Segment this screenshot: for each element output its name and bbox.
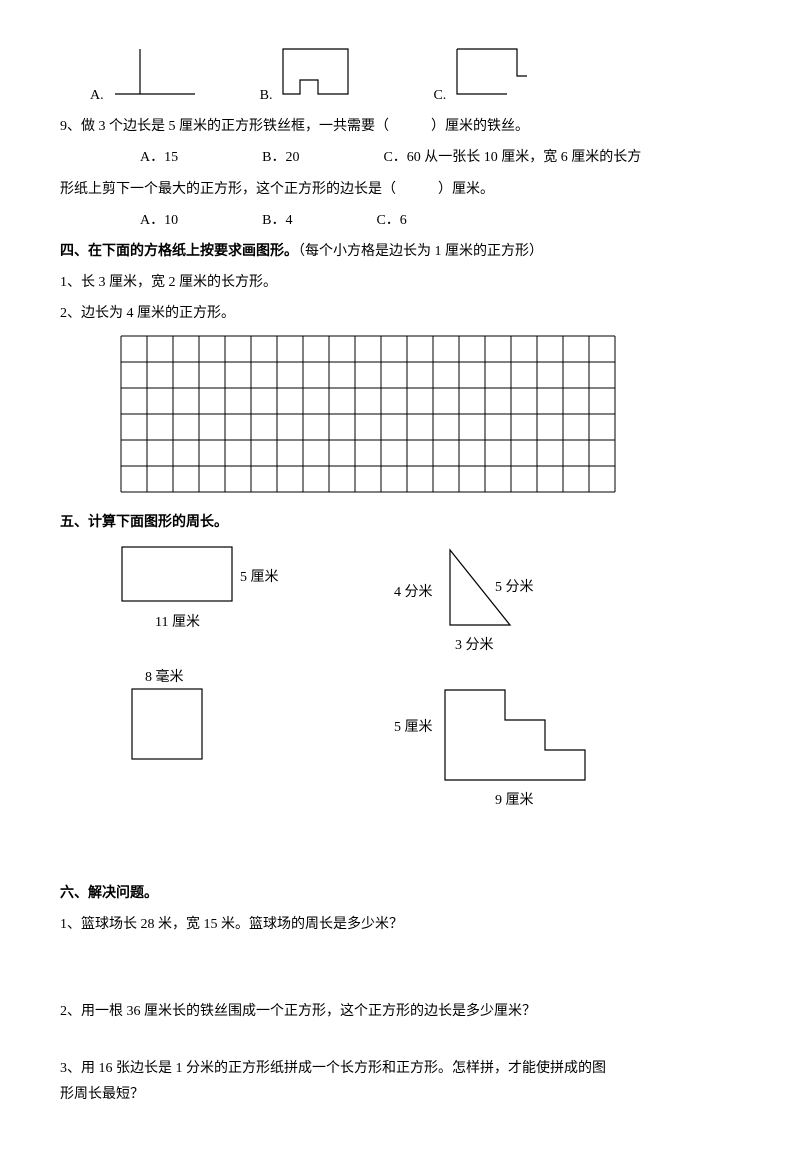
q8-shape-b (278, 44, 353, 108)
sec5-title: 五、计算下面图形的周长。 (60, 510, 733, 535)
step-w-label: 9 厘米 (495, 788, 534, 813)
tri-a-label: 4 分米 (394, 580, 433, 605)
q8-shape-a (110, 44, 200, 108)
sec6-q3a: 3、用 16 张边长是 1 分米的正方形纸拼成一个长方形和正方形。怎样拼，才能使… (60, 1056, 733, 1081)
step-h-label: 5 厘米 (394, 715, 433, 740)
q9-opts-line: A．15 B．20 C．60 从一张长 10 厘米，宽 6 厘米的长方 (60, 145, 733, 170)
sec4-q2: 2、边长为 4 厘米的正方形。 (60, 301, 733, 326)
tri-c-label: 5 分米 (495, 575, 534, 600)
q8-opt-b-label: B. (260, 83, 273, 108)
sec5-row1: 5 厘米 11 厘米 4 分米 5 分米 3 分米 (100, 545, 733, 655)
sec6-title: 六、解决问题。 (60, 881, 733, 906)
sec6-q2: 2、用一根 36 厘米长的铁丝围成一个正方形，这个正方形的边长是多少厘米？ (60, 999, 733, 1024)
q9-text: 9、做 3 个边长是 5 厘米的正方形铁丝框，一共需要（ ）厘米的铁丝。 (60, 114, 733, 139)
sec5-row2: 8 毫米 5 厘米 9 厘米 (100, 685, 733, 815)
sec4-note: （每个小方格是边长为 1 厘米的正方形） (298, 244, 543, 259)
sec5-square: 8 毫米 (100, 685, 280, 795)
tri-b-label: 3 分米 (455, 633, 494, 658)
rect-h-label: 5 厘米 (240, 565, 279, 590)
sec5-step: 5 厘米 9 厘米 (400, 685, 620, 815)
q8-opt-a-label: A. (90, 83, 104, 108)
q8-options-row: A. B. C. (60, 44, 733, 108)
sec4-title: 四、在下面的方格纸上按要求画图形。 (60, 244, 298, 259)
sec5-triangle: 4 分米 5 分米 3 分米 (400, 545, 560, 655)
q9-text2: 形纸上剪下一个最大的正方形，这个正方形的边长是（ ）厘米。 (60, 177, 733, 202)
sec6-q3b: 形周长最短？ (60, 1082, 733, 1107)
q9-tail: 从一张长 10 厘米，宽 6 厘米的长方 (421, 150, 642, 165)
sec6-q1: 1、篮球场长 28 米，宽 15 米。篮球场的周长是多少米？ (60, 912, 733, 937)
q9-opts2: A．10 B．4 C．6 (60, 208, 733, 233)
q8-shape-c (452, 44, 532, 108)
sec4-grid (120, 335, 733, 502)
q8-opt-c-label: C. (433, 83, 446, 108)
sec4-q1: 1、长 3 厘米，宽 2 厘米的长方形。 (60, 270, 733, 295)
sec4-heading: 四、在下面的方格纸上按要求画图形。（每个小方格是边长为 1 厘米的正方形） (60, 239, 733, 264)
rect-w-label: 11 厘米 (155, 610, 200, 635)
q9-opts: A．15 B．20 C．60 (140, 150, 421, 165)
sec5-rect: 5 厘米 11 厘米 (100, 545, 280, 655)
